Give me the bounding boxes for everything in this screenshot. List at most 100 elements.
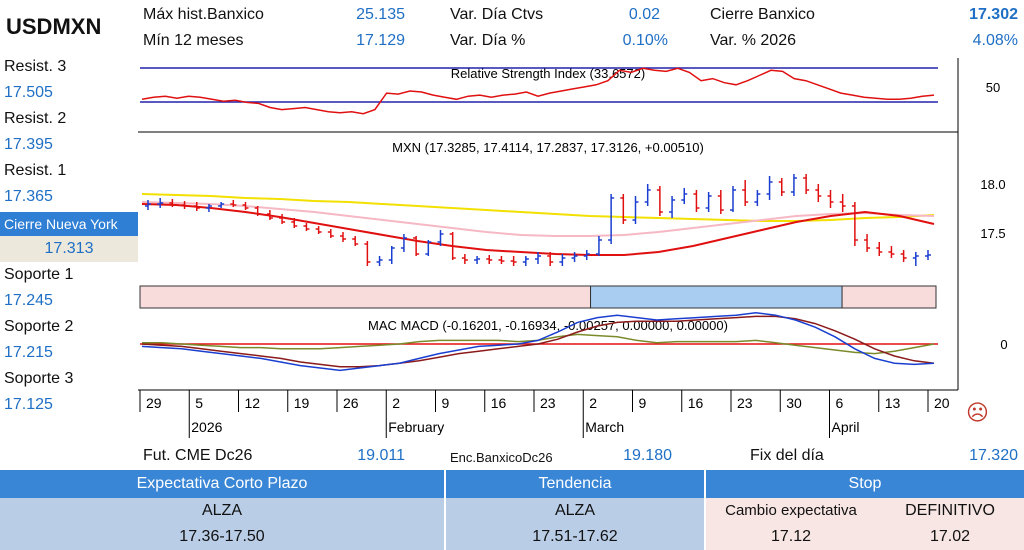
candle: [656, 186, 663, 216]
x-tick-label: 19: [294, 395, 310, 411]
candle: [388, 246, 395, 264]
enc-banxico-value: 19.180: [623, 447, 672, 464]
month-label: April: [832, 419, 860, 435]
tendencia-range: 17.51-17.62: [446, 524, 704, 550]
candle: [864, 234, 871, 252]
candle: [632, 196, 639, 224]
candle: [730, 186, 736, 212]
candle: [827, 190, 834, 208]
candle: [547, 252, 554, 266]
fut-cme-value: 19.011: [357, 447, 405, 464]
candle: [486, 255, 493, 264]
candle: [474, 256, 481, 264]
x-tick-label: 2: [589, 395, 597, 411]
candle: [157, 198, 164, 208]
candle: [705, 192, 712, 212]
x-tick-label: 16: [688, 395, 704, 411]
price-ytick-17-5: 17.5: [980, 226, 1005, 241]
candle: [535, 252, 541, 264]
trend-bar: [139, 285, 937, 309]
x-tick-label: 6: [836, 395, 844, 411]
macd-red-line: [141, 315, 935, 368]
tendencia-header: Tendencia: [446, 470, 704, 498]
candle: [790, 174, 797, 196]
candle: [437, 230, 444, 246]
candles: [145, 174, 931, 266]
level-value-resist-3: 17.505: [4, 84, 53, 101]
candle: [900, 250, 907, 262]
candle: [669, 196, 676, 218]
candle: [778, 178, 785, 196]
x-tick-label: 23: [540, 395, 556, 411]
candle: [400, 234, 407, 252]
level-label-resist-3: Resist. 3: [4, 58, 67, 75]
fut-cme-label: Fut. CME Dc26: [143, 447, 253, 464]
candle: [291, 218, 298, 228]
x-tick-label: 9: [442, 395, 450, 411]
rsi-line: [141, 67, 935, 115]
candle: [766, 176, 773, 200]
candle: [925, 250, 931, 260]
x-tick-label: 30: [786, 395, 802, 411]
trend-segment: [139, 285, 592, 309]
month-label: 2026: [191, 419, 222, 435]
header-value-cierre-banxico: 17.302: [969, 6, 1018, 23]
ny-close-label: Cierre Nueva York: [0, 212, 138, 236]
sad-face-icon: ☹: [966, 400, 989, 425]
x-tick-label: 29: [146, 395, 162, 411]
candle: [742, 180, 749, 206]
price-panel: MXN (17.3285, 17.4114, 17.2837, 17.3126,…: [141, 140, 1006, 266]
candle: [193, 202, 200, 211]
level-value-resist-1: 17.365: [4, 188, 53, 205]
candle: [522, 256, 529, 266]
trend-segment: [590, 285, 843, 309]
rsi-title: Relative Strength Index (33.6572): [451, 66, 645, 81]
candle: [559, 254, 566, 266]
candle: [693, 190, 700, 212]
header-label-max-hist: Máx hist.Banxico: [143, 6, 264, 23]
rsi-panel: Relative Strength Index (33.6572) 50: [140, 66, 1000, 115]
price-ytick-18: 18.0: [980, 177, 1005, 192]
candle: [620, 194, 627, 224]
expectativa-range: 17.36-17.50: [0, 524, 444, 550]
ma-red-line: [141, 203, 935, 256]
x-tick-label: 16: [491, 395, 507, 411]
candle: [169, 199, 176, 207]
x-tick-label: 23: [737, 395, 753, 411]
candle: [754, 190, 761, 206]
macd-ytick: 0: [1000, 337, 1007, 352]
candle: [888, 246, 895, 258]
x-tick-label: 5: [195, 395, 203, 411]
candle: [851, 202, 858, 246]
month-label: March: [585, 419, 624, 435]
enc-banxico-label: Enc.BanxicoDc26: [450, 450, 553, 465]
x-tick-label: 12: [245, 395, 261, 411]
tendencia-direction: ALZA: [446, 498, 704, 524]
expectativa-direction: ALZA: [0, 498, 444, 524]
level-label-soporte-3: Soporte 3: [4, 370, 74, 387]
fix-dia-label: Fix del día: [750, 447, 824, 464]
candle: [242, 202, 249, 210]
candle: [681, 188, 688, 204]
candle: [498, 256, 505, 264]
trend-segment: [841, 285, 937, 309]
candle: [376, 256, 383, 266]
candle: [266, 210, 273, 220]
candle: [461, 254, 468, 264]
level-value-soporte-2: 17.215: [4, 344, 53, 361]
macd-blue-line: [141, 312, 935, 372]
stop-header: Stop: [706, 470, 1024, 498]
header-label-cierre-banxico: Cierre Banxico: [710, 6, 815, 23]
candle: [279, 214, 286, 224]
x-tick-label: 26: [343, 395, 359, 411]
candle: [303, 223, 310, 231]
price-chart: Relative Strength Index (33.6572) 50 MXN…: [138, 58, 1008, 438]
candle: [145, 200, 151, 210]
x-tick-label: 2: [392, 395, 400, 411]
candle: [803, 174, 810, 194]
candle: [205, 204, 212, 212]
candle: [352, 236, 359, 246]
level-label-soporte-1: Soporte 1: [4, 266, 74, 283]
rsi-ytick: 50: [986, 80, 1000, 95]
candle: [644, 184, 651, 206]
